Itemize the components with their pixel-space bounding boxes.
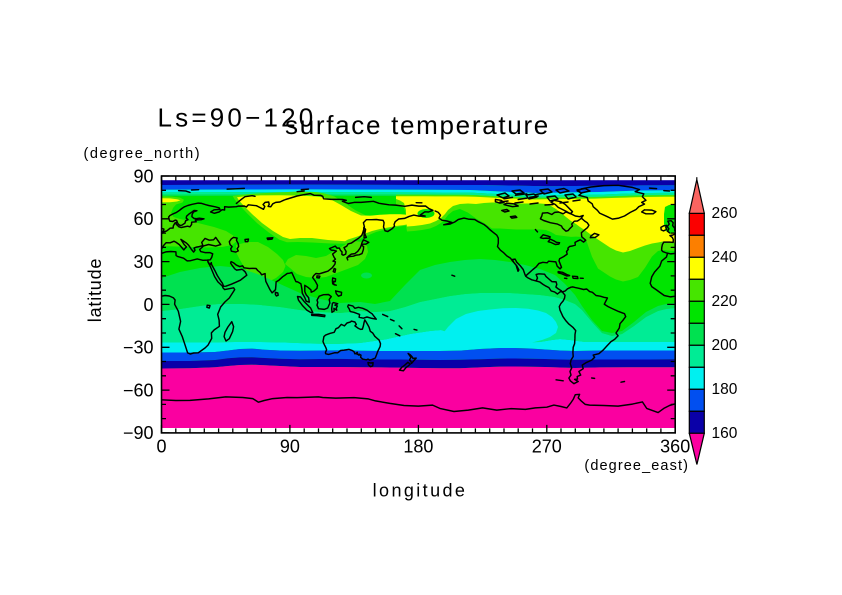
svg-text:−90: −90 bbox=[123, 423, 154, 443]
svg-text:60: 60 bbox=[133, 209, 153, 229]
svg-text:220: 220 bbox=[712, 293, 738, 310]
svg-text:240: 240 bbox=[712, 249, 738, 266]
svg-text:270: 270 bbox=[532, 437, 562, 457]
svg-text:200: 200 bbox=[712, 337, 738, 354]
svg-text:180: 180 bbox=[712, 381, 738, 398]
svg-text:0: 0 bbox=[143, 295, 153, 315]
svg-text:(degree_east): (degree_east) bbox=[584, 458, 689, 474]
svg-text:90: 90 bbox=[280, 437, 300, 457]
svg-text:surface temperature: surface temperature bbox=[285, 110, 550, 140]
svg-text:90: 90 bbox=[133, 166, 153, 186]
svg-text:longitude: longitude bbox=[373, 481, 468, 501]
svg-text:Ls=90−120: Ls=90−120 bbox=[158, 103, 317, 133]
svg-text:180: 180 bbox=[403, 437, 433, 457]
svg-text:30: 30 bbox=[133, 252, 153, 272]
svg-text:−30: −30 bbox=[123, 338, 154, 358]
svg-text:latitude: latitude bbox=[85, 258, 105, 322]
svg-text:160: 160 bbox=[712, 425, 738, 442]
svg-text:0: 0 bbox=[156, 437, 166, 457]
svg-text:360: 360 bbox=[660, 437, 690, 457]
svg-text:260: 260 bbox=[712, 205, 738, 222]
svg-text:−60: −60 bbox=[123, 380, 154, 400]
svg-text:(degree_north): (degree_north) bbox=[84, 146, 202, 162]
